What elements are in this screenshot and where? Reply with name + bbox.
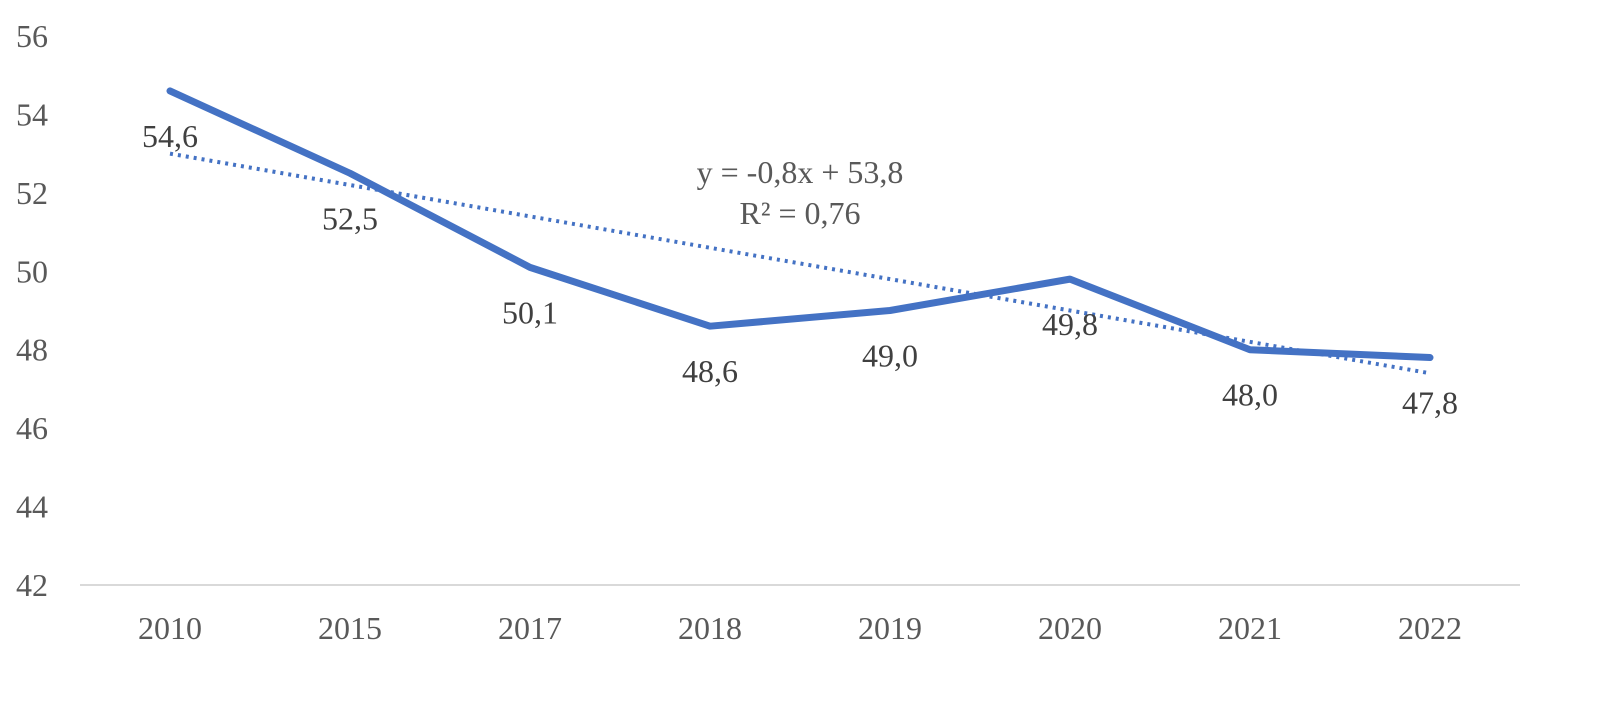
x-tick-label: 2021 xyxy=(1218,610,1282,646)
data-label: 49,0 xyxy=(862,338,918,374)
x-tick-label: 2015 xyxy=(318,610,382,646)
y-tick-label: 48 xyxy=(16,332,48,368)
x-axis: 2010 2015 2017 2018 2019 2020 2021 2022 xyxy=(138,610,1462,646)
y-axis: 42 44 46 48 50 52 54 56 xyxy=(16,18,48,603)
data-label: 49,8 xyxy=(1042,306,1098,342)
x-tick-label: 2010 xyxy=(138,610,202,646)
x-tick-label: 2018 xyxy=(678,610,742,646)
y-tick-label: 46 xyxy=(16,410,48,446)
data-label: 47,8 xyxy=(1402,385,1458,421)
y-tick-label: 50 xyxy=(16,253,48,289)
x-tick-label: 2020 xyxy=(1038,610,1102,646)
y-tick-label: 52 xyxy=(16,175,48,211)
data-label: 48,6 xyxy=(682,353,738,389)
trendline-r-squared: R² = 0,76 xyxy=(740,195,861,231)
data-label: 54,6 xyxy=(142,118,198,154)
data-label: 50,1 xyxy=(502,294,558,330)
y-tick-label: 56 xyxy=(16,18,48,54)
x-tick-label: 2019 xyxy=(858,610,922,646)
data-label: 52,5 xyxy=(322,200,378,236)
y-tick-label: 54 xyxy=(16,96,48,132)
y-tick-label: 42 xyxy=(16,567,48,603)
data-label: 48,0 xyxy=(1222,377,1278,413)
data-labels: 54,6 52,5 50,1 48,6 49,0 49,8 48,0 47,8 xyxy=(142,118,1458,421)
y-tick-label: 44 xyxy=(16,489,48,525)
trendline-equation: y = -0,8x + 53,8 xyxy=(697,154,904,190)
x-tick-label: 2022 xyxy=(1398,610,1462,646)
series-line xyxy=(166,87,1434,362)
x-tick-label: 2017 xyxy=(498,610,562,646)
